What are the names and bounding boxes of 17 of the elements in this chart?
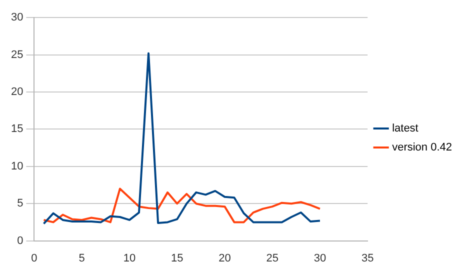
- y-tick-label: 20: [10, 86, 24, 98]
- x-tick-label: 35: [361, 252, 374, 264]
- legend-label: version 0.42: [392, 142, 452, 154]
- y-tick-label: 5: [17, 198, 24, 210]
- x-tick-label: 30: [314, 252, 326, 264]
- x-tick-label: 20: [218, 252, 231, 264]
- y-tick-label: 30: [10, 12, 24, 24]
- y-tick-label: 10: [10, 160, 24, 172]
- x-tick-label: 15: [170, 252, 184, 264]
- x-tick-label: 25: [266, 252, 278, 264]
- y-tick-label: 25: [10, 48, 24, 61]
- y-tick-label: 15: [10, 123, 24, 136]
- x-tick-label: 10: [123, 252, 136, 264]
- x-tick-label: 0: [31, 252, 38, 264]
- y-tick-label: 0: [17, 234, 24, 247]
- x-tick-label: 5: [78, 252, 85, 264]
- legend-label: latest: [392, 122, 418, 135]
